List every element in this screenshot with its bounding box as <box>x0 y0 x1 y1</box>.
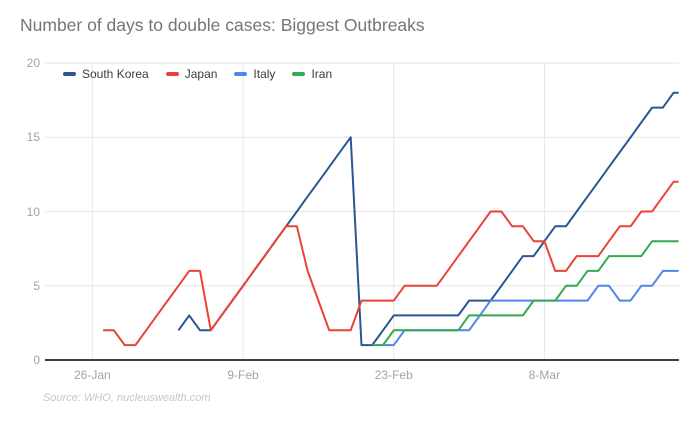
legend-item-japan: Japan <box>165 67 218 81</box>
legend-item-iran: Iran <box>292 67 332 81</box>
chart-title: Number of days to double cases: Biggest … <box>20 15 425 35</box>
legend-swatch-icon <box>234 72 248 76</box>
legend-swatch-icon <box>165 72 179 76</box>
y-tick-label-20: 20 <box>26 56 40 70</box>
series-line-iran <box>372 240 679 347</box>
series-line-south-korea <box>177 91 679 347</box>
legend-label: Japan <box>184 67 218 81</box>
x-tick-label-23-Feb: 23-Feb <box>374 368 413 382</box>
series-line-italy <box>383 269 679 347</box>
legend: South Korea Japan Italy Iran <box>63 67 332 81</box>
legend-item-south-korea: South Korea <box>63 67 149 81</box>
legend-label: Italy <box>253 67 276 81</box>
legend-swatch-icon <box>292 72 306 76</box>
source-note: Source: WHO, nucleuswealth.com <box>43 392 211 404</box>
legend-label: South Korea <box>82 67 149 81</box>
x-tick-label-26-Jan: 26-Jan <box>74 368 111 382</box>
y-tick-label-5: 5 <box>33 278 40 293</box>
x-tick-label-9-Feb: 9-Feb <box>227 368 259 382</box>
y-tick-label-15: 15 <box>26 130 40 145</box>
y-tick-label-10: 10 <box>26 204 40 219</box>
y-tick-label-0: 0 <box>33 353 40 367</box>
legend-label: Iran <box>311 67 333 81</box>
legend-item-italy: Italy <box>234 67 275 81</box>
series-line-japan <box>103 180 679 347</box>
legend-swatch-icon <box>63 72 76 76</box>
x-tick-label-8-Mar: 8-Mar <box>528 368 561 382</box>
